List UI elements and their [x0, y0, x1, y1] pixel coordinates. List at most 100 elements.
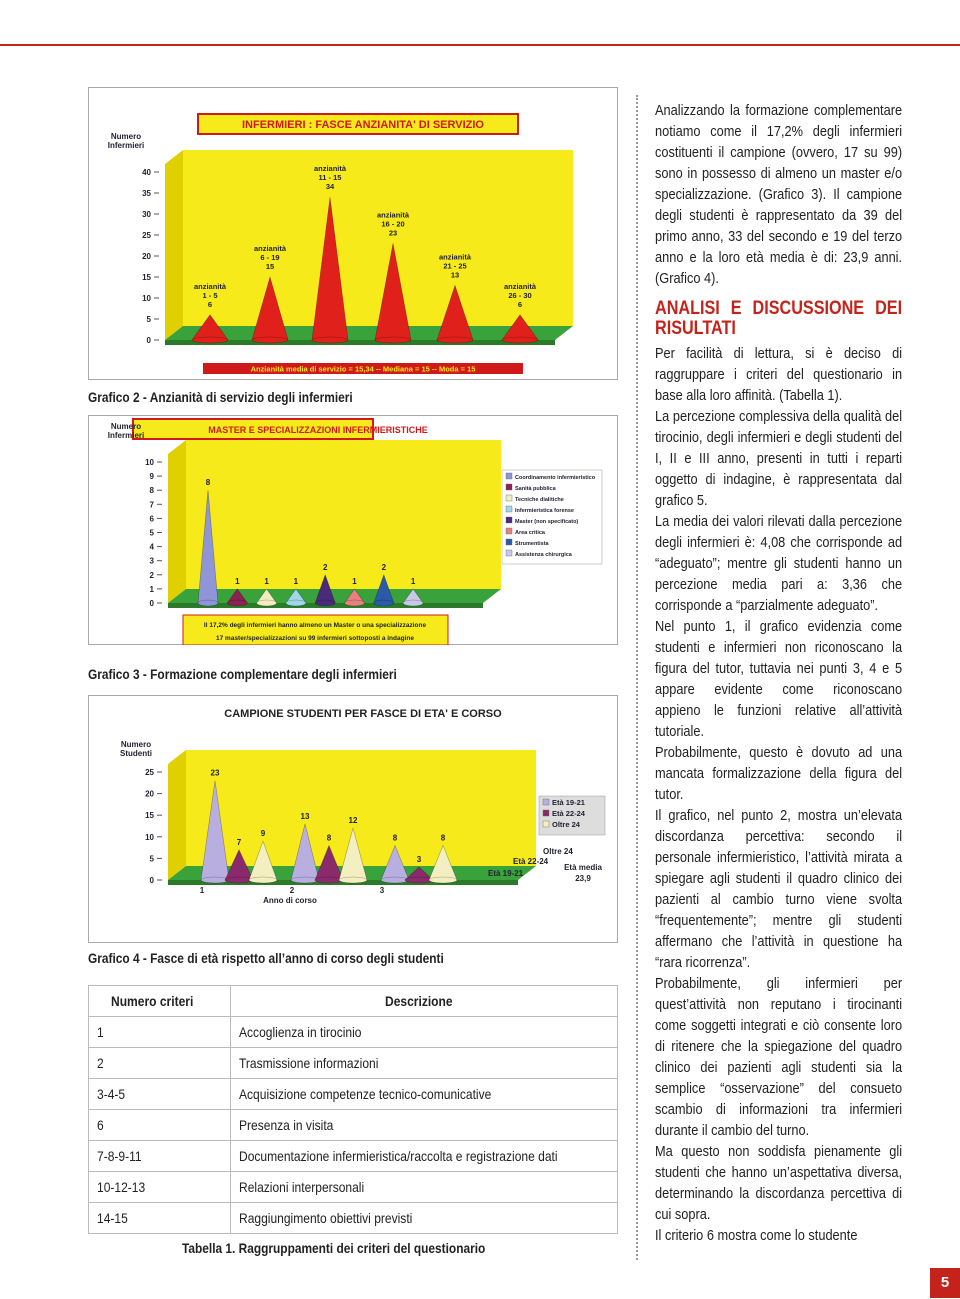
legend-label: Assistenza chirurgica [515, 552, 573, 558]
note: Anzianità media di servizio = 15,34 -- M… [251, 365, 476, 374]
x-tick-label: 2 [290, 886, 295, 895]
note: 17 master/specializzazioni su 99 infermi… [216, 635, 414, 642]
x-axis-label: Anno di corso [263, 896, 317, 905]
value-label: 1 [235, 577, 240, 586]
category-prefix: anzianità [254, 244, 287, 253]
legend-label: Area critica [515, 530, 546, 536]
value-label: 9 [261, 829, 266, 838]
column-separator [636, 95, 638, 1260]
category-label: 11 - 15 [319, 173, 342, 182]
value-label: 8 [327, 833, 332, 842]
table-cell: 1 [88, 1016, 231, 1048]
paragraph: La media dei valori rilevati dalla perce… [655, 513, 903, 614]
category-prefix: anzianità [439, 252, 472, 261]
cone-base [197, 599, 219, 607]
annotation: Età media [564, 863, 602, 872]
cone-base [374, 336, 412, 344]
value-label: 12 [349, 816, 358, 825]
side-wall [168, 440, 186, 603]
cell-text: Presenza in visita [238, 1117, 333, 1133]
value-label: 8 [441, 833, 446, 842]
table-cell: Documentazione infermieristica/raccolta … [229, 1140, 619, 1172]
y-tick-label: 0 [150, 599, 155, 608]
depth-label: Oltre 24 [543, 847, 573, 856]
criteria-table: Numero criteri Descrizione 1 Accoglienza in… [88, 985, 619, 1234]
y-tick-label: 20 [145, 790, 154, 799]
category-prefix: anzianità [314, 164, 347, 173]
legend-label: Sanità pubblica [515, 486, 557, 492]
y-tick-label: 0 [147, 336, 152, 345]
y-tick-label: 1 [150, 585, 155, 594]
category-label: 6 - 19 [260, 253, 279, 262]
legend-swatch [505, 549, 513, 557]
cone-base [191, 336, 229, 344]
paragraph: Probabilmente, gli infermieri per quest’… [655, 975, 903, 1139]
y-axis-label: Numero [111, 422, 141, 431]
cone-base [402, 599, 424, 607]
table-cell: 7-8-9-11 [88, 1140, 231, 1172]
y-tick-label: 0 [150, 876, 155, 885]
table-row: 6 Presenza in visita [88, 1109, 619, 1141]
table-cell: 14-15 [88, 1202, 231, 1234]
table-cell: 10-12-13 [88, 1171, 231, 1203]
cell-text: 3-4-5 [97, 1086, 126, 1102]
chart: MASTER E SPECIALIZZAZIONI INFERMIERISTIC… [88, 415, 618, 645]
cell-text: 6 [97, 1117, 104, 1133]
cone-base [227, 599, 248, 607]
paragraph: Nel punto 1, il grafico evidenzia come s… [655, 618, 903, 740]
note-bar [203, 363, 523, 374]
y-tick-label: 8 [150, 486, 155, 495]
note: Il 17,2% degli infermieri hanno almeno u… [204, 622, 427, 629]
table-cell: Acquisizione competenze tecnico-comunica… [229, 1078, 619, 1110]
legend-swatch [542, 809, 550, 817]
page-number: 5 [930, 1268, 960, 1298]
chart: CAMPIONE STUDENTI PER FASCE DI ETA' E CO… [88, 695, 618, 943]
y-axis-label: Studenti [120, 749, 152, 758]
header-text: Numero criteri [111, 993, 194, 1009]
cell-text: Relazioni interpersonali [238, 1179, 364, 1195]
note-box [182, 614, 449, 645]
y-axis-label: Numero [121, 740, 151, 749]
section-heading: ANALISI E DISCUSSIONE DEI RISULTATI [655, 298, 903, 339]
value-label: 1 [294, 577, 299, 586]
y-tick-label: 35 [142, 189, 151, 198]
table-cell: Presenza in visita [229, 1109, 619, 1141]
paragraph: Ma questo non soddisfa pienamente gli st… [655, 1143, 903, 1223]
value-label: 3 [417, 855, 422, 864]
y-axis-label: Infermieri [108, 431, 144, 440]
depth-label: Età 19-21 [488, 869, 524, 878]
category-label: 16 - 20 [381, 219, 404, 228]
side-wall [168, 750, 186, 880]
table-row: 7-8-9-11 Documentazione infermieristica/r… [88, 1140, 619, 1172]
value-label: 13 [451, 270, 459, 279]
title-box [132, 418, 374, 440]
legend-swatch [505, 538, 513, 546]
y-tick-label: 20 [142, 252, 151, 261]
figure-caption: Grafico 2 - Anzianità di servizio degli … [88, 389, 353, 405]
y-tick-label: 30 [142, 210, 151, 219]
y-axis-label: Infermieri [108, 141, 144, 150]
cone-base [311, 336, 349, 344]
y-tick-label: 15 [142, 273, 151, 282]
value-label: 34 [326, 182, 335, 191]
cell-text: 14-15 [97, 1210, 128, 1226]
cone-base [256, 599, 277, 607]
value-label: 1 [264, 577, 269, 586]
table-row: 1 Accoglienza in tirocinio [88, 1016, 619, 1048]
side-wall [165, 150, 183, 340]
y-tick-label: 5 [150, 854, 155, 863]
header-cell: Descrizione [229, 985, 619, 1017]
y-tick-label: 5 [150, 529, 155, 538]
x-tick-label: 1 [200, 886, 205, 895]
paragraph: Per facilità di lettura, si è deciso di … [655, 345, 903, 404]
y-tick-label: 25 [145, 768, 154, 777]
y-tick-label: 40 [142, 168, 151, 177]
legend-swatch [542, 820, 550, 828]
value-label: 23 [389, 228, 397, 237]
cone-base [314, 599, 336, 607]
figure-caption: Grafico 3 - Formazione complementare deg… [88, 666, 397, 682]
cone-base [344, 599, 365, 607]
title-box [197, 113, 519, 135]
legend-swatch [505, 494, 513, 502]
table-cell: Trasmissione informazioni [229, 1047, 619, 1079]
